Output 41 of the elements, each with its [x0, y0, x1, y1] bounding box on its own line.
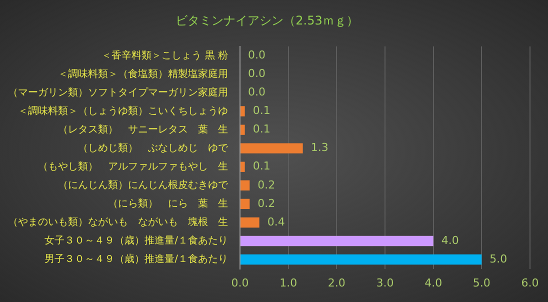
bar: [240, 124, 245, 135]
y-tick-label: （レタス類） サニーレタス 葉 生: [58, 123, 228, 136]
data-label: 0.1: [252, 104, 270, 118]
data-label: 0.2: [258, 178, 276, 192]
bar: [240, 162, 245, 172]
x-tick-label: 2.0: [328, 276, 346, 290]
bar: [240, 180, 250, 190]
y-tick-label: （もやし類） アルファルファもやし 生: [38, 160, 228, 172]
bar: [240, 198, 250, 210]
x-tick-label: 5.0: [472, 276, 490, 290]
x-tick-label: 1.0: [280, 276, 298, 290]
data-label: 0.0: [248, 48, 266, 62]
y-tick-label: （にら類） にら 葉 生: [108, 198, 228, 210]
y-tick-label: （やまのいも類）ながいも ながいも 塊根 生: [8, 216, 228, 228]
data-label: 0.0: [248, 86, 266, 99]
bar: [240, 254, 482, 265]
y-tick-label: 男子３０～４９（歳）推進量/１食あたり: [44, 253, 228, 266]
y-tick-label: ＜調味料類＞（しょうゆ類）こいくちしょうゆ: [18, 104, 228, 117]
y-tick-label: 女子３０～４９（歳）推進量/１食あたり: [44, 234, 228, 247]
data-label: 0.2: [258, 196, 276, 210]
data-label: 0.4: [267, 215, 285, 228]
x-tick-label: 4.0: [424, 276, 442, 290]
bar: [240, 143, 303, 154]
y-tick-label: （しめじ類） ぶなしめじ ゆで: [78, 142, 229, 154]
x-tick-label: 0.0: [231, 276, 249, 290]
y-tick-label: （マーガリン類）ソフトタイプマーガリン家庭用: [8, 86, 228, 98]
bar: [240, 217, 260, 228]
x-tick-label: 6.0: [521, 276, 539, 290]
data-label: 0.1: [252, 160, 270, 173]
data-label: 4.0: [441, 234, 459, 247]
bar: [240, 106, 245, 116]
data-label: 0.1: [252, 122, 270, 136]
y-tick-label: （にんじん類）にんじん根皮むきゆで: [58, 178, 229, 191]
bar: [240, 236, 434, 246]
data-label: 0.0: [248, 67, 266, 80]
y-tick-label: ＜香辛料類＞こしょう 黒 粉: [102, 49, 228, 62]
data-label: 1.3: [310, 141, 328, 154]
data-label: 5.0: [490, 252, 508, 266]
chart-title: ビタミンナイアシン（2.53ｍｇ）: [176, 13, 358, 28]
x-tick-label: 3.0: [376, 276, 394, 290]
y-tick-label: ＜調味料類＞（食塩類）精製塩家庭用: [58, 68, 228, 80]
